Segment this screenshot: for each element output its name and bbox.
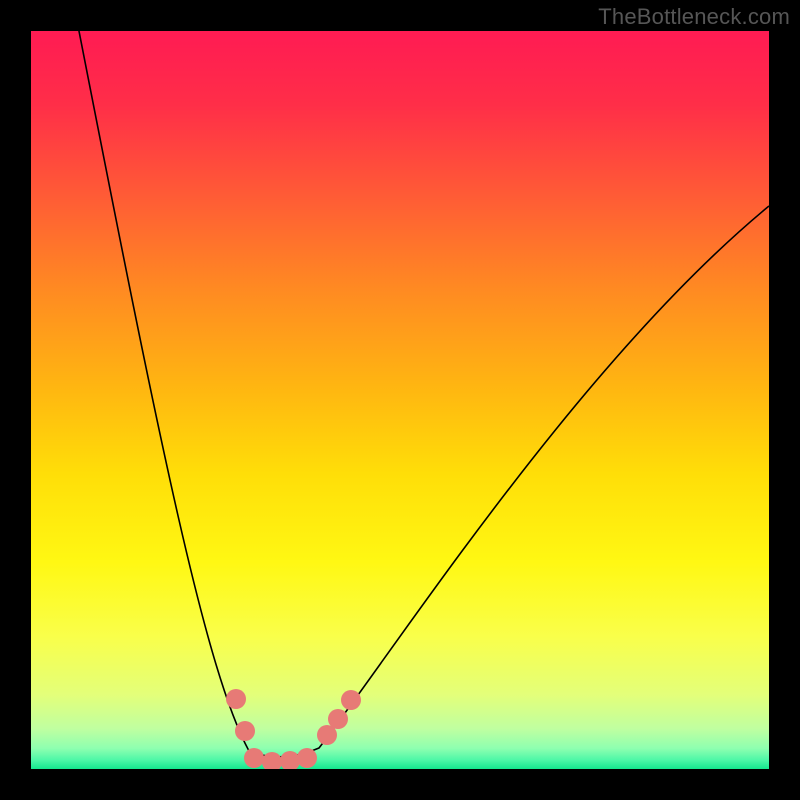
- curve-layer: [31, 31, 769, 769]
- data-dot: [235, 721, 255, 741]
- data-dot: [341, 690, 361, 710]
- data-dot: [244, 748, 264, 768]
- data-dots-group: [226, 689, 361, 769]
- data-dot: [328, 709, 348, 729]
- data-dot: [226, 689, 246, 709]
- watermark-text: TheBottleneck.com: [598, 4, 790, 30]
- data-dot: [297, 748, 317, 768]
- chart-frame: TheBottleneck.com: [0, 0, 800, 800]
- plot-area: [31, 31, 769, 769]
- data-dot: [280, 751, 300, 769]
- data-dot: [262, 752, 282, 769]
- bottleneck-curve: [78, 31, 769, 757]
